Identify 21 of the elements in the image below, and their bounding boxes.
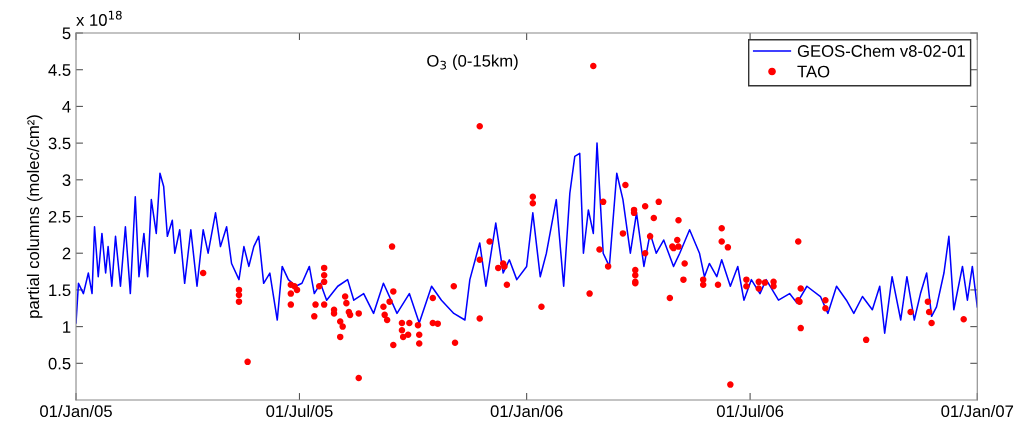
line-series xyxy=(76,142,978,334)
x-tick-label: 01/Jan/05 xyxy=(40,404,112,418)
y-axis-title: partial columns (molec/cm²) xyxy=(26,115,43,318)
x-tick-label: 01/Jul/06 xyxy=(716,404,784,418)
y-tick-label: 3.5 xyxy=(48,137,71,150)
y-tick-label: 3 xyxy=(62,174,71,187)
text: x 10$^{18}$ xyxy=(76,10,122,26)
y-tick-label: 5 xyxy=(62,27,71,40)
y-tick-label: 1.5 xyxy=(49,284,71,297)
y-tick-label: 0.5 xyxy=(48,357,71,370)
y-tick-label: 4 xyxy=(62,100,71,113)
x-tick-label: 01/Jan/06 xyxy=(490,404,563,418)
y-tick-label: 2.5 xyxy=(48,210,71,223)
text: O$_{3}$ (0-15km) xyxy=(427,54,518,71)
y-tick-label: 2 xyxy=(62,247,71,260)
legend-label: TAO xyxy=(797,65,830,78)
y-tick-label: 1 xyxy=(63,321,71,333)
x-tick-label: 01/Jul/05 xyxy=(266,404,333,418)
legend-label: GEOS-Chem v8-02-01 xyxy=(797,44,965,57)
y-tick-label: 4.5 xyxy=(48,64,71,76)
x-tick-label: 01/Jan/07 xyxy=(941,404,1014,418)
